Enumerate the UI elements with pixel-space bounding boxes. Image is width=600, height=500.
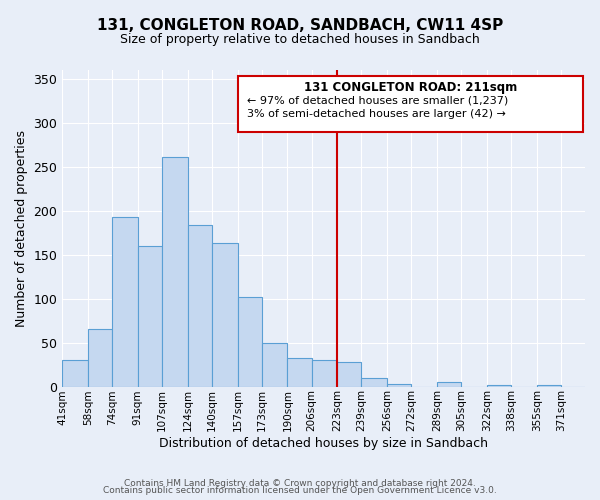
Bar — [437, 382, 461, 386]
Bar — [112, 217, 138, 386]
X-axis label: Distribution of detached houses by size in Sandbach: Distribution of detached houses by size … — [159, 437, 488, 450]
Bar — [62, 360, 88, 386]
Text: Contains public sector information licensed under the Open Government Licence v3: Contains public sector information licen… — [103, 486, 497, 495]
Bar — [238, 297, 262, 386]
Bar — [311, 360, 337, 386]
Bar — [536, 385, 561, 386]
Bar — [88, 330, 112, 386]
Bar — [212, 243, 238, 386]
Text: Contains HM Land Registry data © Crown copyright and database right 2024.: Contains HM Land Registry data © Crown c… — [124, 478, 476, 488]
Text: 3% of semi-detached houses are larger (42) →: 3% of semi-detached houses are larger (4… — [247, 108, 505, 118]
Bar — [188, 225, 212, 386]
Bar — [387, 384, 411, 386]
Bar — [287, 358, 311, 386]
Text: ← 97% of detached houses are smaller (1,237): ← 97% of detached houses are smaller (1,… — [247, 96, 508, 106]
Y-axis label: Number of detached properties: Number of detached properties — [15, 130, 28, 327]
Bar — [238, 76, 583, 132]
Bar — [337, 362, 361, 386]
Bar — [262, 342, 287, 386]
Text: Size of property relative to detached houses in Sandbach: Size of property relative to detached ho… — [120, 32, 480, 46]
Bar — [361, 378, 387, 386]
Text: 131, CONGLETON ROAD, SANDBACH, CW11 4SP: 131, CONGLETON ROAD, SANDBACH, CW11 4SP — [97, 18, 503, 32]
Bar — [138, 246, 162, 386]
Bar — [162, 157, 188, 386]
Text: 131 CONGLETON ROAD: 211sqm: 131 CONGLETON ROAD: 211sqm — [304, 82, 517, 94]
Bar — [487, 385, 511, 386]
